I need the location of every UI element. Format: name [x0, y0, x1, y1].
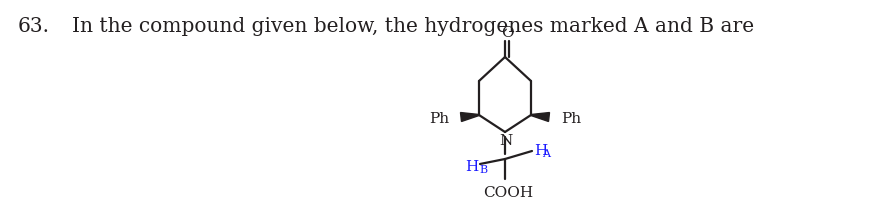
Polygon shape	[531, 113, 549, 122]
Text: A: A	[542, 148, 550, 158]
Text: B: B	[479, 164, 487, 174]
Text: H: H	[534, 143, 548, 157]
Polygon shape	[460, 113, 479, 122]
Text: In the compound given below, the hydrogenes marked A and B are: In the compound given below, the hydroge…	[72, 17, 754, 36]
Text: N: N	[500, 133, 513, 147]
Text: 63.: 63.	[18, 17, 50, 36]
Text: H: H	[465, 159, 478, 173]
Text: O: O	[501, 26, 514, 40]
Text: Ph: Ph	[429, 112, 449, 125]
Text: COOH: COOH	[483, 185, 533, 199]
Text: Ph: Ph	[561, 112, 581, 125]
